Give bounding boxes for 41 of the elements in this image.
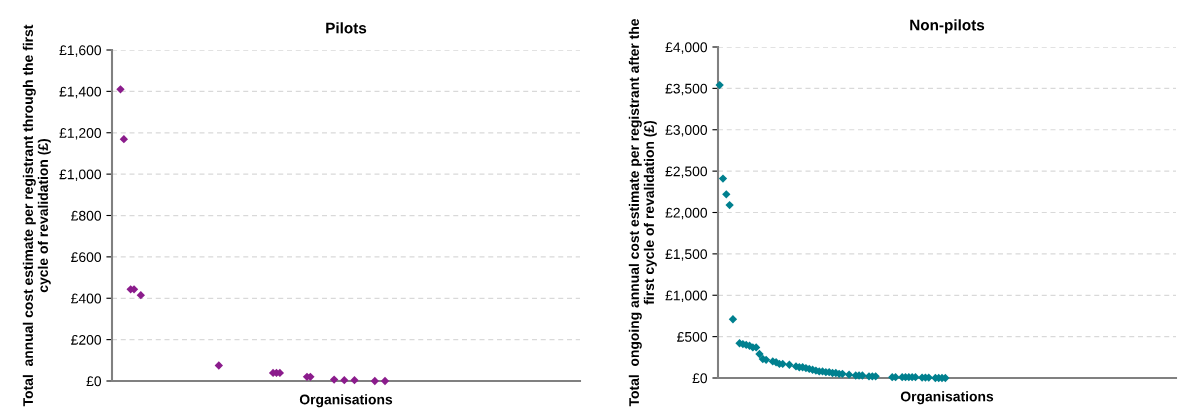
point bbox=[116, 85, 125, 94]
y-axis-title: Total annual cost estimate per registrant through the first cycle of revalidation (£) bbox=[22, 24, 51, 407]
point bbox=[715, 80, 724, 90]
y-axis-title: Total ongoing annual cost estimate per registrant after the first cycle of revalidation (£) bbox=[628, 19, 657, 407]
y-tick-label: £2,000 bbox=[665, 207, 708, 220]
x-axis-title: Organisations bbox=[900, 391, 994, 405]
point bbox=[785, 360, 794, 369]
point bbox=[214, 361, 223, 370]
point bbox=[350, 376, 359, 385]
point bbox=[725, 200, 734, 210]
point bbox=[844, 370, 854, 379]
point bbox=[755, 349, 764, 359]
point bbox=[340, 376, 349, 385]
point bbox=[136, 290, 145, 300]
x-axis-title: Organisations bbox=[299, 394, 393, 408]
y-tick-label: £1,200 bbox=[59, 128, 102, 140]
point bbox=[380, 376, 390, 386]
y-tick-label: £1,000 bbox=[665, 290, 708, 303]
chart-title: Non-pilots bbox=[910, 19, 985, 34]
y-tick-label: £200 bbox=[71, 334, 102, 345]
point bbox=[119, 135, 129, 144]
point bbox=[370, 376, 379, 386]
point bbox=[718, 174, 728, 183]
y-tick-label: £1,400 bbox=[59, 86, 102, 99]
y-tick-label: £4,000 bbox=[665, 42, 708, 54]
point bbox=[722, 190, 731, 199]
y-tick-label: £800 bbox=[71, 210, 102, 221]
y-tick-label: £0 bbox=[692, 373, 708, 384]
point bbox=[329, 375, 339, 384]
y-tick-label: £1,000 bbox=[59, 169, 102, 181]
y-tick-label: £1,500 bbox=[665, 249, 708, 261]
y-tick-label: £600 bbox=[71, 252, 102, 263]
y-tick-label: £3,500 bbox=[665, 83, 708, 96]
y-tick-label: £0 bbox=[86, 376, 102, 387]
chart-title: Pilots bbox=[326, 22, 367, 34]
y-tick-label: £500 bbox=[677, 331, 708, 342]
y-tick-label: £2,500 bbox=[665, 166, 708, 178]
point bbox=[728, 315, 738, 324]
y-tick-label: £1,600 bbox=[59, 45, 102, 57]
y-tick-label: £400 bbox=[71, 293, 102, 304]
y-tick-label: £3,000 bbox=[665, 125, 708, 137]
